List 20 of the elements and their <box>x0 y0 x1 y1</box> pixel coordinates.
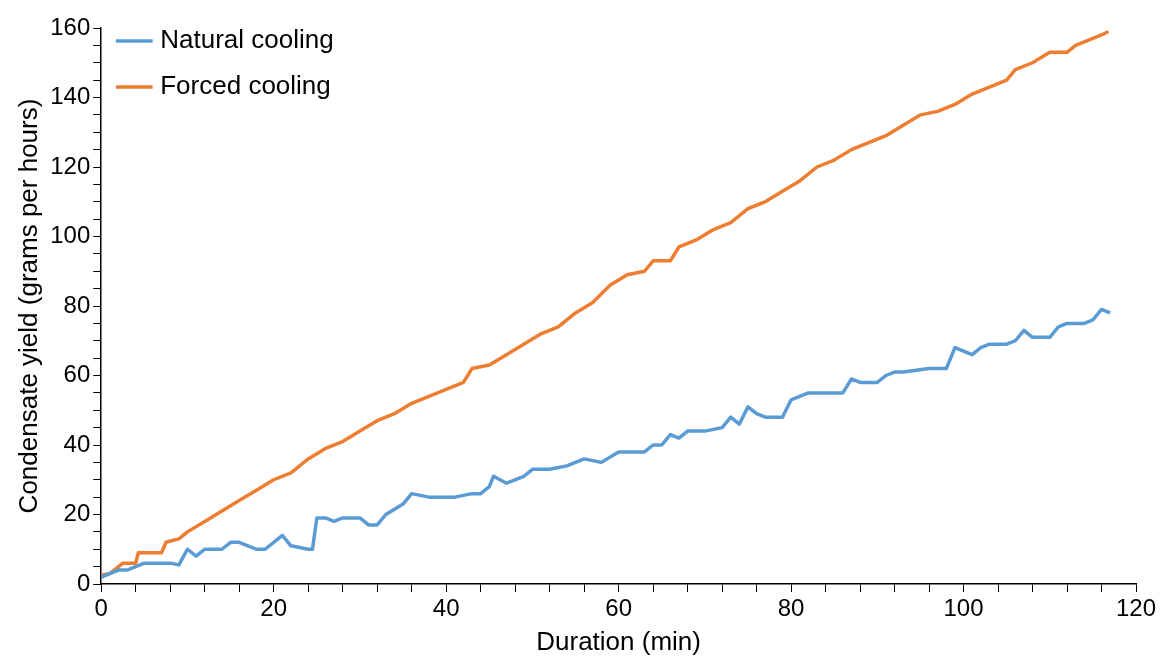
x-tick-label: 120 <box>1115 594 1157 622</box>
x-tick-label: 80 <box>777 594 805 622</box>
y-tick-label: 80 <box>63 290 91 318</box>
x-axis-title: Duration (min) <box>536 625 701 656</box>
y-tick-label: 40 <box>63 429 91 457</box>
y-tick-label: 100 <box>50 221 91 249</box>
x-tick-label: 20 <box>260 594 288 622</box>
x-tick-label: 100 <box>943 594 984 622</box>
x-tick-label: 40 <box>432 594 460 622</box>
y-tick-label: 0 <box>76 568 91 596</box>
x-tick-label: 60 <box>605 594 632 622</box>
y-tick-label: 140 <box>50 82 91 110</box>
legend-label: Forced cooling <box>160 70 331 101</box>
y-tick-label: 60 <box>63 360 91 388</box>
legend-label: Natural cooling <box>160 24 334 55</box>
x-tick-label: 0 <box>94 594 108 622</box>
y-tick-label: 120 <box>50 151 91 179</box>
y-tick-label: 20 <box>63 499 91 527</box>
y-tick-label: 160 <box>50 12 91 40</box>
y-axis-title: Condensate yield (grams per hours) <box>12 98 43 514</box>
